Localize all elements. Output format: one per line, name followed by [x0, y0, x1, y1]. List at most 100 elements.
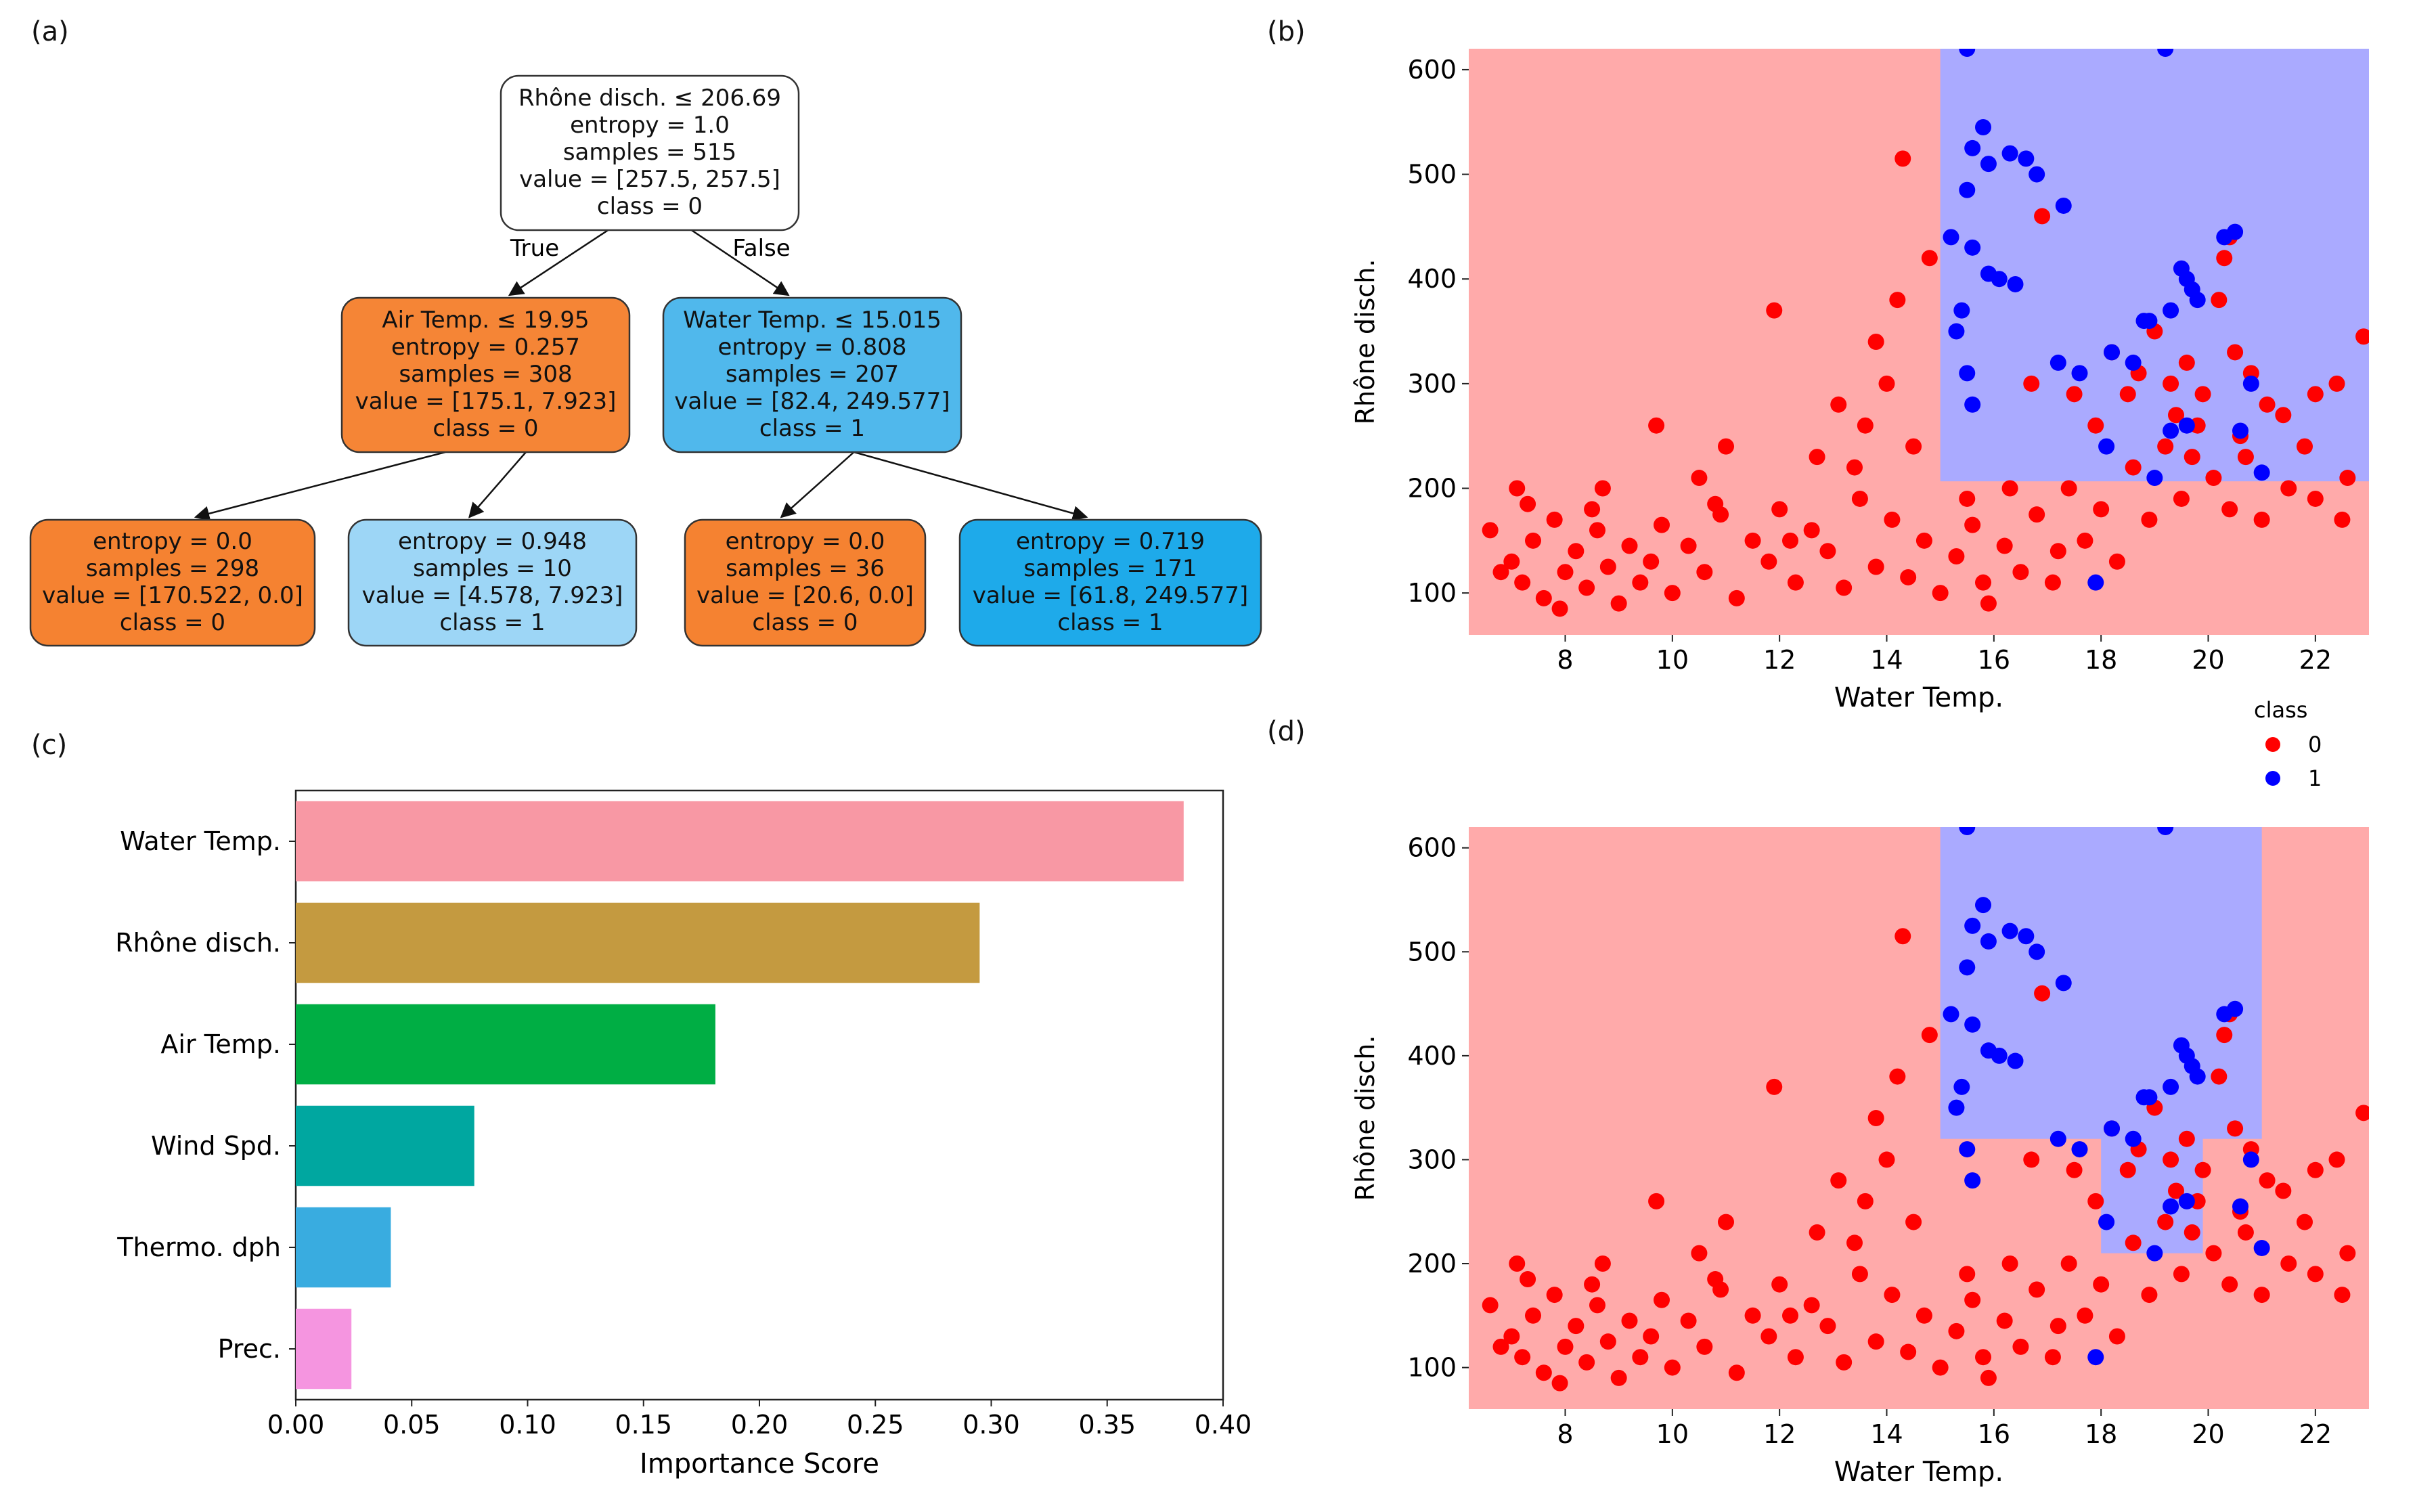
- class-0-point: [1915, 532, 1932, 549]
- scatter-panel-b: 8 10 12 14 16 18 20 22 100 200 300 400 500 600 Water T…: [1350, 49, 2369, 713]
- panel-label-d: (d): [1267, 716, 1306, 747]
- class-1-point: [2125, 354, 2142, 371]
- class-0-point: [1648, 417, 1665, 434]
- class-0-point: [2221, 501, 2238, 518]
- tree-node-right-line: Water Temp. ≤ 15.015: [683, 307, 941, 334]
- true-edge-label: True: [510, 235, 559, 262]
- tree-node-left-line: samples = 308: [399, 361, 572, 388]
- class-0-point: [2108, 1328, 2125, 1345]
- class-0-point: [1836, 1354, 1853, 1371]
- legend-label: 0: [2308, 732, 2322, 757]
- class-0-point: [1819, 543, 1836, 560]
- tree-node-ll-line: class = 0: [120, 609, 225, 636]
- x-tick-label: 12: [1763, 645, 1796, 675]
- y-tick-label: 200: [1407, 474, 1457, 504]
- class-0-point: [2259, 1172, 2276, 1189]
- tree-node-rr-line: class = 1: [1057, 609, 1163, 636]
- class-0-point: [1718, 438, 1734, 455]
- class-0-point: [1728, 1364, 1745, 1381]
- class-0-point: [2163, 1151, 2179, 1168]
- class-1-point: [1975, 118, 1991, 135]
- legend-label: 1: [2308, 765, 2322, 791]
- class-0-point: [2339, 1245, 2356, 1262]
- class-0-point: [1482, 522, 1499, 539]
- class-0-point: [1525, 532, 1541, 549]
- class-0-point: [1846, 459, 1863, 476]
- tree-node-ll-line: entropy = 0.0: [93, 528, 252, 555]
- scatter-panel-d: 8 10 12 14 16 18 20 22 100 200 300 400 500 600 Water T…: [1350, 827, 2369, 1488]
- class-0-point: [2328, 1151, 2345, 1168]
- class-0-point: [1599, 558, 1616, 575]
- panel-label-c: (c): [31, 730, 68, 761]
- class-0-point: [1889, 292, 1906, 309]
- class-0-point: [2001, 1255, 2018, 1272]
- class-0-point: [2253, 1287, 2270, 1304]
- class-0-point: [1632, 1349, 1649, 1366]
- class-1-point: [2184, 1058, 2200, 1075]
- class-1-point: [2178, 417, 2195, 434]
- class-1-point: [1959, 181, 1976, 198]
- class-0-point: [1851, 1266, 1868, 1283]
- y-tick-label: 500: [1407, 937, 1457, 966]
- class-0-point: [2044, 574, 2061, 591]
- class-1-point: [2098, 1214, 2115, 1230]
- class-0-point: [1996, 537, 2013, 554]
- class-0-point: [1492, 1338, 1509, 1355]
- class-0-point: [1621, 537, 1638, 554]
- class-0-point: [1503, 553, 1520, 570]
- class-0-point: [1975, 1349, 1991, 1366]
- class-0-point: [1744, 1307, 1761, 1324]
- class-0-point: [2227, 344, 2244, 361]
- class-0-point: [1578, 579, 1595, 596]
- x-tick-label: 8: [1557, 1419, 1573, 1449]
- class-0-point: [1787, 574, 1804, 591]
- class-0-point: [1878, 375, 1895, 392]
- class-0-point: [1514, 574, 1531, 591]
- tree-node-root-line: entropy = 1.0: [570, 112, 730, 139]
- class-1-point: [2163, 302, 2179, 319]
- false-edge-label: False: [732, 235, 790, 262]
- tree-node-left-line: Air Temp. ≤ 19.95: [382, 307, 589, 334]
- category-label: Rhône disch.: [115, 928, 281, 958]
- class-0-point: [2216, 1027, 2233, 1044]
- class-0-point: [1557, 1338, 1574, 1355]
- x-tick-label: 0.15: [615, 1410, 672, 1440]
- tree-edge: [468, 451, 527, 518]
- category-label: Water Temp.: [120, 826, 281, 856]
- class-1-point: [2232, 1198, 2248, 1215]
- y-tick-label: 200: [1407, 1249, 1457, 1278]
- class-0-point: [2034, 208, 2051, 225]
- class-1-point: [1943, 1006, 1959, 1023]
- tree-node-right-line: class = 1: [759, 415, 865, 442]
- class-0-point: [2034, 985, 2051, 1002]
- class-0-point: [2328, 375, 2345, 392]
- class-0-point: [2173, 490, 2190, 507]
- class-1-point: [2055, 197, 2072, 214]
- class-0-point: [2077, 1307, 2093, 1324]
- legend-title: class: [2254, 697, 2307, 723]
- importance-bar: [296, 902, 980, 983]
- tree-node-rl-line: value = [20.6, 0.0]: [696, 582, 914, 609]
- class-0-point: [1680, 537, 1697, 554]
- x-axis-label: Water Temp.: [1834, 1457, 2003, 1488]
- class-0-point: [2141, 511, 2158, 528]
- class-0-point: [1648, 1193, 1665, 1209]
- x-tick-label: 0.05: [383, 1410, 441, 1440]
- class-0-point: [2050, 543, 2066, 560]
- importance-bar: [296, 801, 1184, 882]
- class-0-point: [2184, 449, 2200, 466]
- legend-marker: [2265, 771, 2280, 786]
- class-1-point: [2242, 1151, 2259, 1168]
- class-0-point: [1514, 1349, 1531, 1366]
- tree-node-lr-line: entropy = 0.948: [398, 528, 587, 555]
- class-0-point: [2093, 1276, 2110, 1293]
- tree-node-ll: [29, 518, 316, 647]
- class-0-point: [2125, 459, 2142, 476]
- tree-node-root-line: value = [257.5, 257.5]: [519, 166, 780, 193]
- class-0-point: [1867, 1110, 1884, 1126]
- class-0-point: [1707, 1271, 1724, 1288]
- class-1-point: [1943, 229, 1959, 246]
- x-tick-label: 18: [2085, 645, 2117, 675]
- tree-node-rl-line: entropy = 0.0: [726, 528, 885, 555]
- class-0-point: [1760, 1328, 1777, 1345]
